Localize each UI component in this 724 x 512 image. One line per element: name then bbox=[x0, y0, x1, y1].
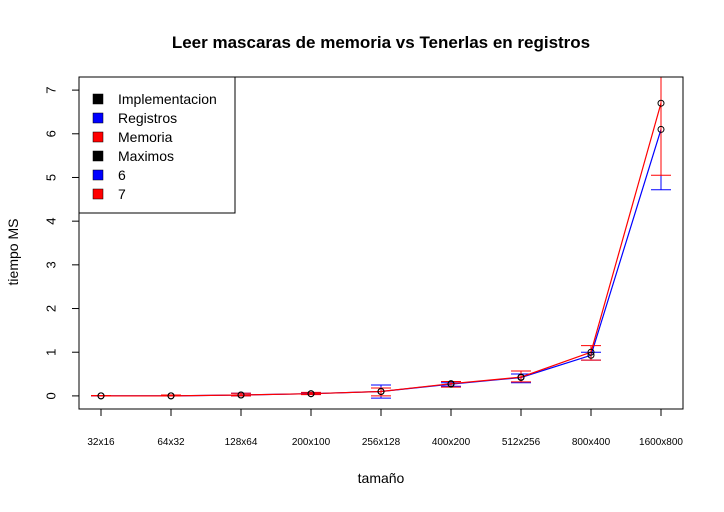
x-axis-label: tamaño bbox=[358, 470, 405, 486]
legend-swatch bbox=[93, 94, 103, 104]
y-tick-label: 2 bbox=[43, 305, 58, 312]
x-tick-label: 512x256 bbox=[502, 437, 541, 448]
y-tick-label: 1 bbox=[43, 349, 58, 356]
x-tick-label: 200x100 bbox=[292, 437, 331, 448]
chart-title: Leer mascaras de memoria vs Tenerlas en … bbox=[172, 33, 590, 52]
legend-swatch bbox=[93, 189, 103, 199]
y-tick-label: 6 bbox=[43, 130, 58, 137]
x-tick-label: 400x200 bbox=[432, 437, 471, 448]
x-tick-label: 32x16 bbox=[87, 437, 115, 448]
legend-label: Memoria bbox=[118, 129, 173, 145]
legend-swatch bbox=[93, 170, 103, 180]
y-tick-label: 4 bbox=[43, 218, 58, 225]
legend-swatch bbox=[93, 113, 103, 123]
legend-label: Implementacion bbox=[118, 91, 217, 107]
legend-label: 7 bbox=[118, 186, 126, 202]
legend-label: Maximos bbox=[118, 148, 174, 164]
legend-swatch bbox=[93, 151, 103, 161]
legend-label: 6 bbox=[118, 167, 126, 183]
y-tick-label: 0 bbox=[43, 392, 58, 399]
error-bar bbox=[161, 395, 181, 396]
x-tick-label: 128x64 bbox=[225, 437, 258, 448]
y-tick-label: 7 bbox=[43, 86, 58, 93]
legend-label: Registros bbox=[118, 110, 177, 126]
x-tick-label: 1600x800 bbox=[639, 437, 683, 448]
legend-swatch bbox=[93, 132, 103, 142]
x-tick-label: 64x32 bbox=[157, 437, 185, 448]
x-tick-label: 800x400 bbox=[572, 437, 611, 448]
x-tick-label: 256x128 bbox=[362, 437, 401, 448]
y-tick-label: 3 bbox=[43, 261, 58, 268]
y-tick-label: 5 bbox=[43, 174, 58, 181]
y-axis-label: tiempo MS bbox=[5, 219, 21, 286]
